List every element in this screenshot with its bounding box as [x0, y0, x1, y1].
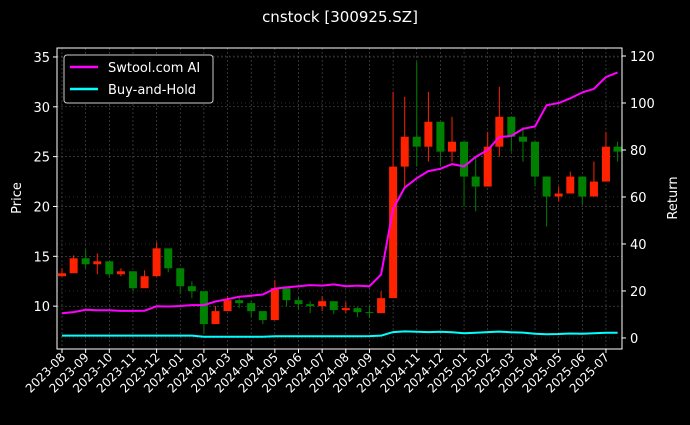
candle-body: [164, 248, 173, 269]
y-tick-label: 10: [33, 300, 50, 315]
candle-body: [554, 193, 563, 197]
y2-tick-label: 120: [630, 50, 655, 65]
candle-body: [566, 176, 575, 194]
candle-body: [93, 261, 102, 265]
candle-body: [69, 258, 78, 274]
swtool-ai-line: [61, 71, 618, 315]
y2-tick-label: 0: [630, 332, 638, 347]
candle-body: [365, 312, 374, 314]
buy-and-hold-line: [62, 330, 618, 338]
y2-tick-label: 100: [630, 97, 655, 112]
candle-body: [140, 276, 149, 289]
plot-frame: [56, 47, 623, 350]
candle-body: [589, 181, 598, 197]
candle-body: [424, 121, 433, 147]
candle-body: [471, 176, 480, 187]
candle-body: [105, 261, 114, 275]
candle-body: [294, 300, 303, 305]
candle-body: [448, 141, 457, 152]
candle-body: [531, 141, 539, 177]
y-tick-label: 20: [33, 200, 50, 215]
candle-body: [436, 121, 445, 152]
candle-body: [318, 301, 327, 307]
y2-tick-label: 20: [630, 285, 647, 300]
candle-body: [389, 166, 398, 299]
y-tick-label: 35: [33, 51, 50, 66]
candle-body: [176, 268, 185, 287]
return-axis: 0 20 40 60 80 100 120: [622, 50, 655, 347]
candle-body: [187, 286, 196, 292]
legend-box: [63, 54, 214, 104]
y-axis-label: Price: [10, 182, 25, 214]
return-lines: [61, 71, 618, 338]
candle-body: [258, 311, 267, 321]
candle-body: [211, 311, 220, 325]
legend-label-ai: Swtool.com AI: [108, 61, 200, 76]
y2-tick-label: 80: [630, 144, 647, 159]
candle-body: [329, 301, 338, 311]
candle-body: [495, 116, 504, 147]
candle-body: [116, 271, 125, 275]
candle-body: [247, 303, 256, 312]
candle-body: [400, 136, 409, 167]
candle-body: [152, 248, 161, 277]
candle-body: [341, 308, 350, 311]
y2-tick-label: 60: [630, 191, 647, 206]
candle-body: [223, 300, 232, 312]
candle-body: [353, 308, 362, 313]
candles: [58, 61, 622, 335]
candle-body: [483, 146, 492, 187]
y2-axis-label: Return: [666, 176, 681, 219]
candle-body: [270, 288, 279, 321]
chart-title: cnstock [300925.SZ]: [262, 8, 418, 26]
candle-body: [128, 271, 137, 289]
candle-body: [601, 146, 610, 182]
y-tick-label: 30: [33, 101, 50, 116]
price-axis: 10 15 20 25 30 35: [33, 51, 57, 315]
candle-body: [377, 298, 386, 314]
candle-body: [58, 273, 66, 277]
legend-label-bh: Buy-and-Hold: [108, 83, 196, 98]
legend: Swtool.com AI Buy-and-Hold: [63, 54, 214, 104]
y2-tick-label: 40: [630, 238, 647, 253]
candle-body: [282, 288, 291, 301]
candle-body: [578, 176, 587, 197]
candle-body: [81, 258, 90, 265]
candle-body: [542, 176, 551, 197]
candle-body: [412, 136, 421, 147]
candle-body: [518, 136, 527, 142]
y-tick-label: 25: [33, 151, 50, 166]
candle-body: [460, 141, 469, 177]
candle-body: [306, 304, 315, 307]
candle-body: [199, 291, 208, 325]
y-tick-label: 15: [33, 250, 50, 265]
candle-body: [507, 116, 516, 137]
candle-body: [235, 300, 244, 304]
candle-body: [613, 146, 622, 152]
